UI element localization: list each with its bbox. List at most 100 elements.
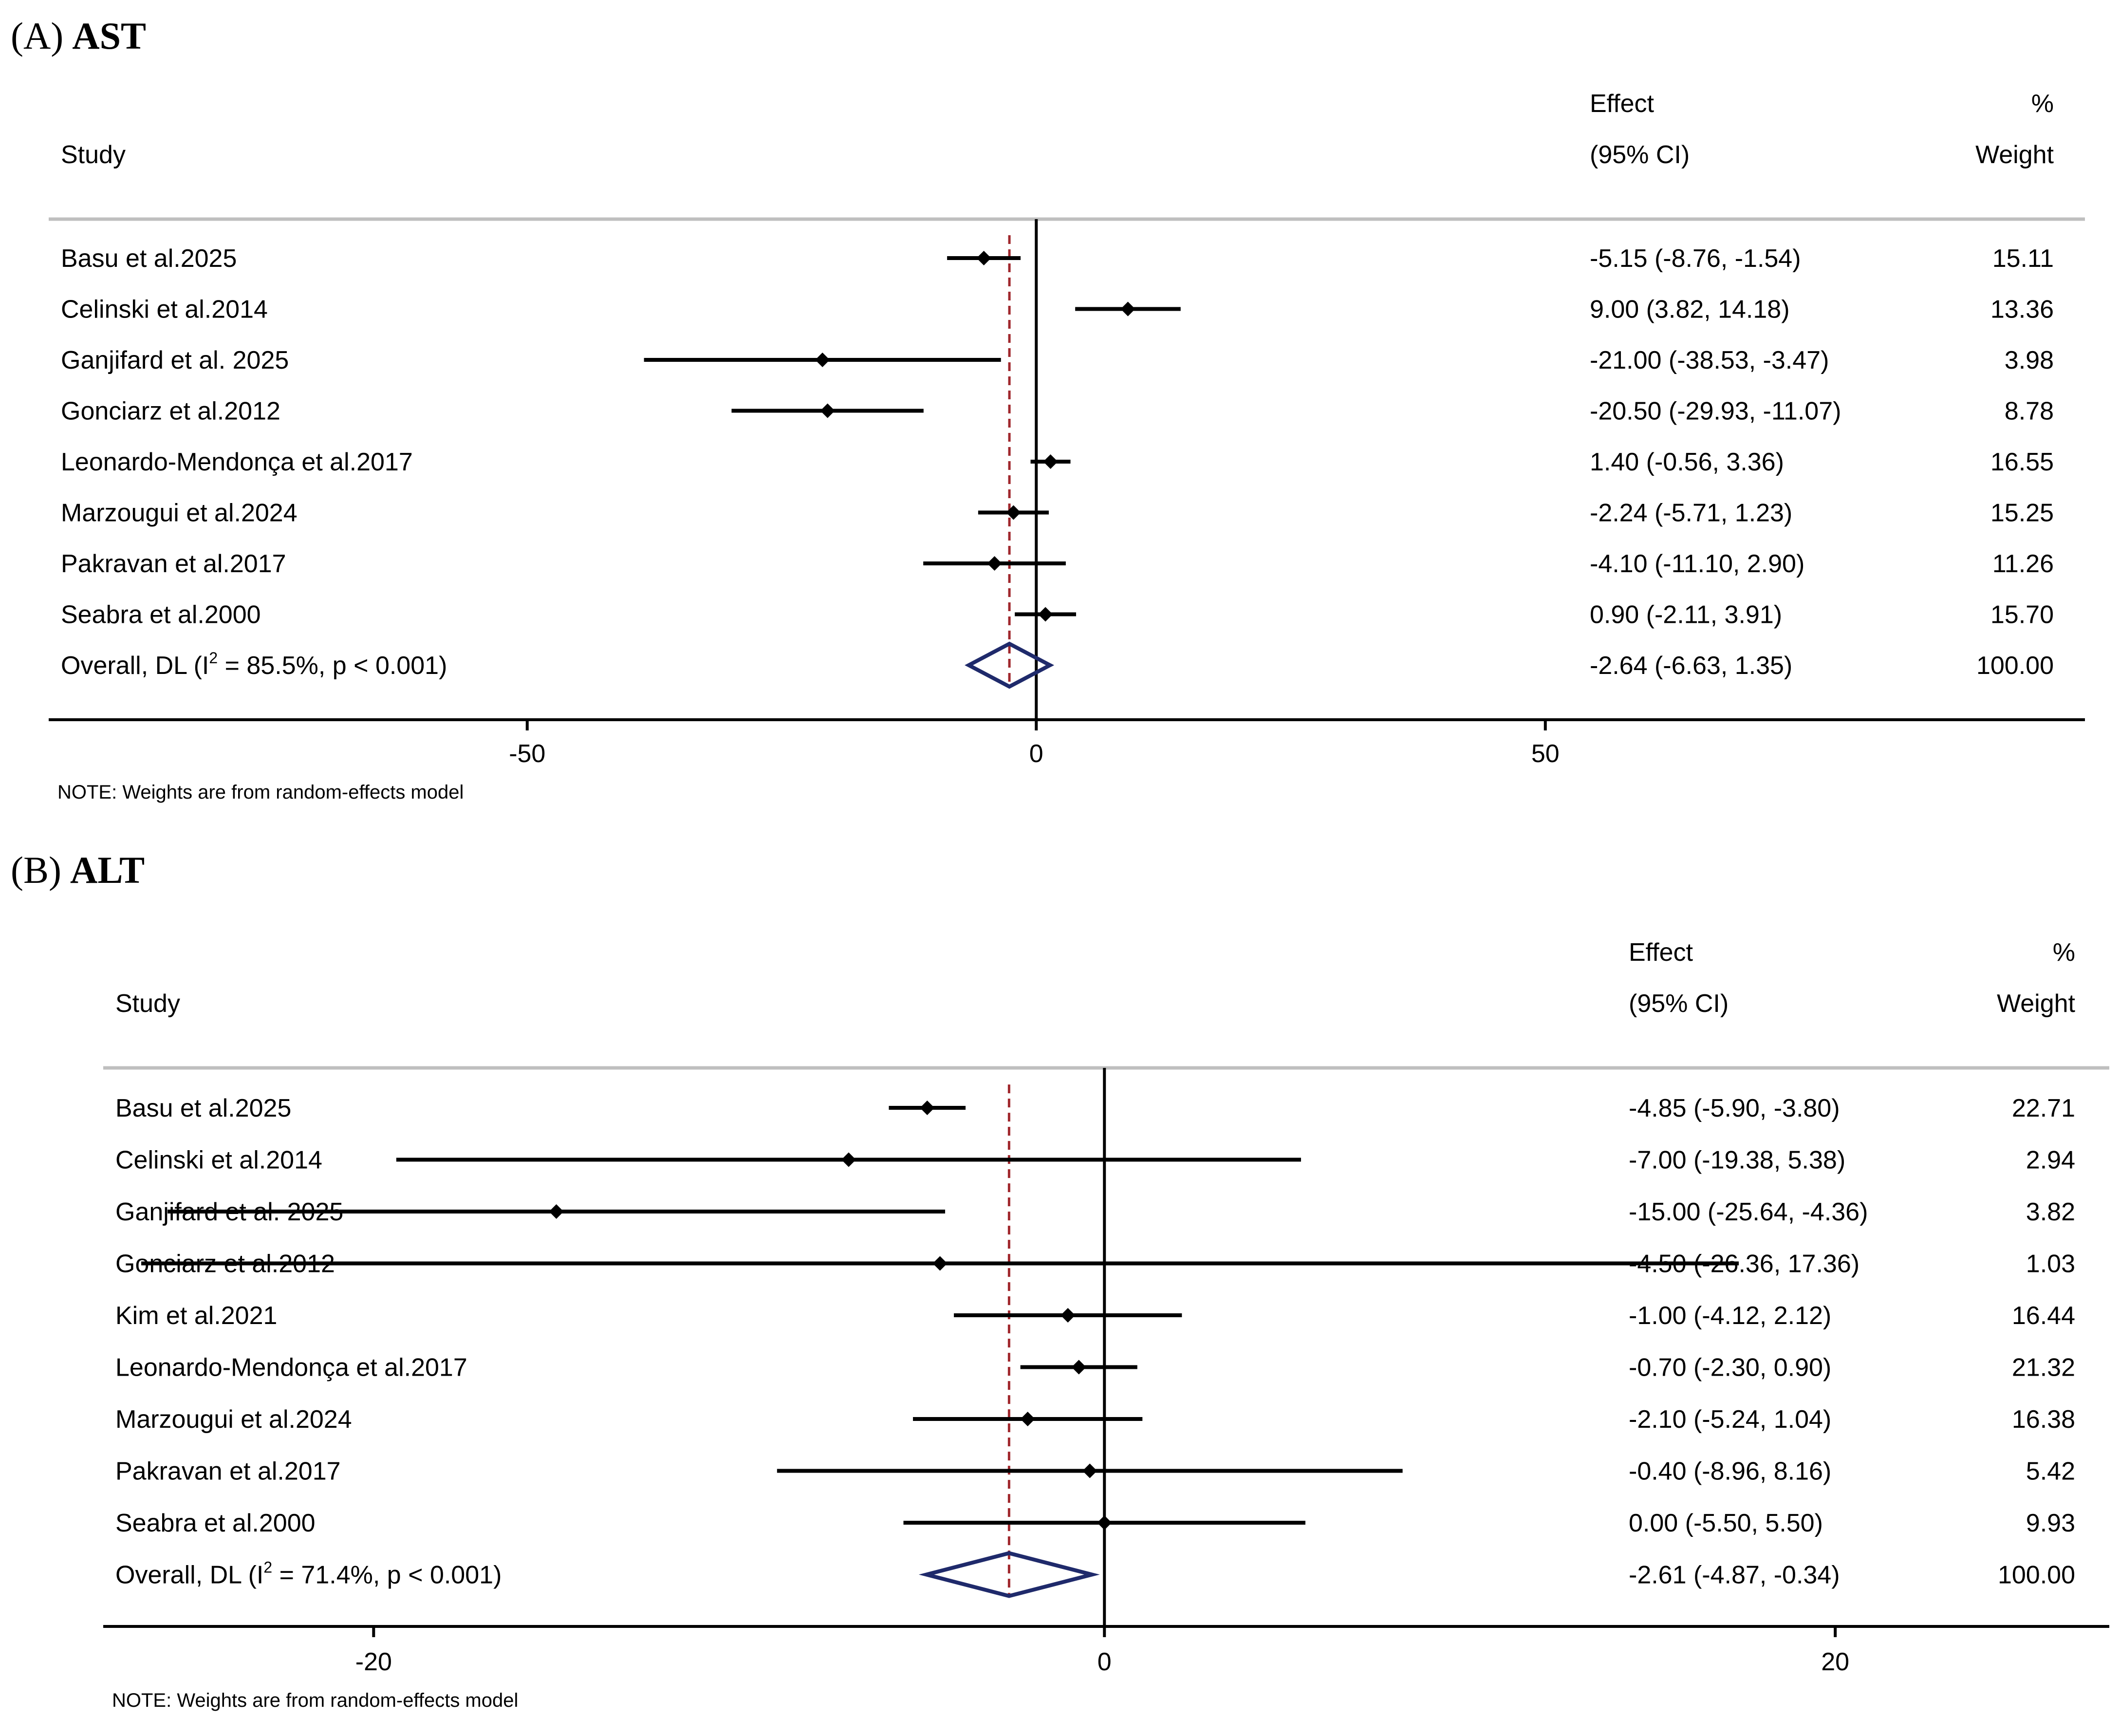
study-ci-text: -5.15 (-8.76, -1.54) xyxy=(1590,244,1801,273)
overall-row: Overall, DL (I2 = 85.5%, p < 0.001) -2.64… xyxy=(61,641,2054,689)
overall-label-suffix: = 71.4%, p < 0.001) xyxy=(272,1561,502,1589)
study-row: Seabra et al.2000 0.00 (-5.50, 5.50) 9.93 xyxy=(115,1509,2075,1537)
study-ci-text: 0.90 (-2.11, 3.91) xyxy=(1590,601,1782,629)
header-effect: Effect xyxy=(1590,90,1655,118)
study-name: Marzougui et al.2024 xyxy=(61,499,298,527)
effect-point xyxy=(820,403,835,418)
effect-point xyxy=(1120,301,1135,317)
x-tick-label: 0 xyxy=(1029,740,1043,768)
study-row: Gonciarz et al.2012 -4.50 (-26.36, 17.36)… xyxy=(115,1250,2075,1278)
study-ci-text: -21.00 (-38.53, -3.47) xyxy=(1590,346,1829,374)
effect-point xyxy=(1071,1360,1086,1375)
study-name: Basu et al.2025 xyxy=(115,1094,291,1122)
study-row: Marzougui et al.2024 -2.10 (-5.24, 1.04) 1… xyxy=(115,1405,2075,1434)
study-name: Pakravan et al.2017 xyxy=(61,550,286,578)
overall-label: Overall, DL (I2 = 71.4%, p < 0.001) xyxy=(115,1559,502,1589)
header-percent: % xyxy=(2053,938,2075,967)
study-weight: 5.42 xyxy=(2026,1457,2075,1486)
study-weight: 22.71 xyxy=(2012,1094,2075,1122)
study-name: Leonardo-Mendonça et al.2017 xyxy=(115,1354,467,1382)
study-name: Kim et al.2021 xyxy=(115,1302,277,1330)
effect-point xyxy=(932,1256,948,1271)
study-weight: 13.36 xyxy=(1990,296,2054,324)
x-tick-label: -20 xyxy=(355,1648,392,1676)
study-weight: 9.93 xyxy=(2026,1509,2075,1537)
effect-point xyxy=(1082,1463,1097,1478)
panel-title-text: AST xyxy=(72,15,146,57)
study-ci-text: -20.50 (-29.93, -11.07) xyxy=(1590,397,1841,426)
x-tick-label: 0 xyxy=(1097,1648,1112,1676)
weights-note: NOTE: Weights are from random-effects mo… xyxy=(112,1690,518,1711)
overall-weight: 100.00 xyxy=(1976,652,2054,680)
study-ci-text: 1.40 (-0.56, 3.36) xyxy=(1590,448,1784,476)
x-tick-label: 50 xyxy=(1531,740,1560,768)
overall-label-prefix: Overall, DL (I xyxy=(115,1561,263,1589)
effect-point xyxy=(1006,505,1021,520)
study-ci-text: -4.85 (-5.90, -3.80) xyxy=(1629,1094,1840,1122)
study-weight: 16.44 xyxy=(2012,1302,2075,1330)
x-tick-label: 20 xyxy=(1821,1648,1849,1676)
overall-ci-text: -2.61 (-4.87, -0.34) xyxy=(1629,1561,1840,1589)
study-row: Seabra et al.2000 0.90 (-2.11, 3.91) 15.70 xyxy=(61,601,2054,629)
study-weight: 1.03 xyxy=(2026,1250,2075,1278)
study-row: Ganjifard et al. 2025 -15.00 (-25.64, -4.… xyxy=(115,1198,2075,1226)
study-name: Celinski et al.2014 xyxy=(115,1146,322,1175)
overall-diamond xyxy=(918,1551,1100,1598)
effect-point xyxy=(841,1152,856,1167)
study-name: Seabra et al.2000 xyxy=(115,1509,316,1537)
study-weight: 16.38 xyxy=(2012,1405,2075,1434)
overall-row: Overall, DL (I2 = 71.4%, p < 0.001) -2.61… xyxy=(115,1551,2075,1598)
effect-point xyxy=(1038,607,1053,622)
study-row: Basu et al.2025 -4.85 (-5.90, -3.80) 22.71 xyxy=(115,1094,2075,1122)
header-study: Study xyxy=(61,141,126,169)
study-weight: 15.11 xyxy=(1992,244,2054,273)
study-weight: 3.98 xyxy=(2005,346,2054,374)
study-ci-text: 9.00 (3.82, 14.18) xyxy=(1590,296,1790,324)
effect-point xyxy=(920,1101,935,1115)
overall-label-prefix: Overall, DL (I xyxy=(61,652,209,680)
study-row: Celinski et al.2014 9.00 (3.82, 14.18) 13.… xyxy=(61,296,2054,324)
study-name: Marzougui et al.2024 xyxy=(115,1405,352,1434)
overall-label-sup: 2 xyxy=(209,649,218,667)
study-ci-text: -4.10 (-11.10, 2.90) xyxy=(1590,550,1804,578)
study-name: Basu et al.2025 xyxy=(61,244,237,273)
study-weight: 2.94 xyxy=(2026,1146,2075,1175)
overall-ci-text: -2.64 (-6.63, 1.35) xyxy=(1590,652,1792,680)
overall-diamond xyxy=(965,641,1055,689)
overall-label-sup: 2 xyxy=(263,1559,272,1576)
effect-point xyxy=(987,556,1002,571)
study-row: Gonciarz et al.2012 -20.50 (-29.93, -11.0… xyxy=(61,397,2054,426)
header-weight: Weight xyxy=(1997,989,2075,1018)
study-ci-text: -1.00 (-4.12, 2.12) xyxy=(1629,1302,1831,1330)
study-row: Celinski et al.2014 -7.00 (-19.38, 5.38) 2… xyxy=(115,1146,2075,1175)
panel-title: (B) ALT xyxy=(11,849,145,891)
panel-label: (B) xyxy=(11,849,61,891)
weights-note: NOTE: Weights are from random-effects mo… xyxy=(57,782,464,803)
study-name: Celinski et al.2014 xyxy=(61,296,268,324)
study-weight: 11.26 xyxy=(1992,550,2054,578)
study-name: Ganjifard et al. 2025 xyxy=(61,346,289,374)
panel-title-text: ALT xyxy=(70,849,145,891)
study-row: Basu et al.2025 -5.15 (-8.76, -1.54) 15.11 xyxy=(61,244,2054,273)
study-weight: 21.32 xyxy=(2012,1354,2075,1382)
panel-title: (A) AST xyxy=(11,15,146,57)
study-name: Pakravan et al.2017 xyxy=(115,1457,341,1486)
header-study: Study xyxy=(115,989,180,1018)
study-row: Pakravan et al.2017 -4.10 (-11.10, 2.90) 1… xyxy=(61,550,2054,578)
header-ci: (95% CI) xyxy=(1590,141,1690,169)
study-row: Leonardo-Mendonça et al.2017 -0.70 (-2.30… xyxy=(115,1354,2075,1382)
effect-point xyxy=(815,353,830,367)
header-percent: % xyxy=(2031,90,2054,118)
study-weight: 16.55 xyxy=(1990,448,2054,476)
study-row: Marzougui et al.2024 -2.24 (-5.71, 1.23) 1… xyxy=(61,499,2054,527)
effect-point xyxy=(1060,1308,1076,1323)
study-ci-text: -0.70 (-2.30, 0.90) xyxy=(1629,1354,1831,1382)
study-ci-text: 0.00 (-5.50, 5.50) xyxy=(1629,1509,1823,1537)
effect-point xyxy=(549,1204,564,1219)
study-weight: 15.25 xyxy=(1990,499,2054,527)
overall-label: Overall, DL (I2 = 85.5%, p < 0.001) xyxy=(61,649,447,680)
overall-weight: 100.00 xyxy=(1998,1561,2075,1589)
study-row: Ganjifard et al. 2025 -21.00 (-38.53, -3.… xyxy=(61,346,2054,374)
study-ci-text: -7.00 (-19.38, 5.38) xyxy=(1629,1146,1845,1175)
